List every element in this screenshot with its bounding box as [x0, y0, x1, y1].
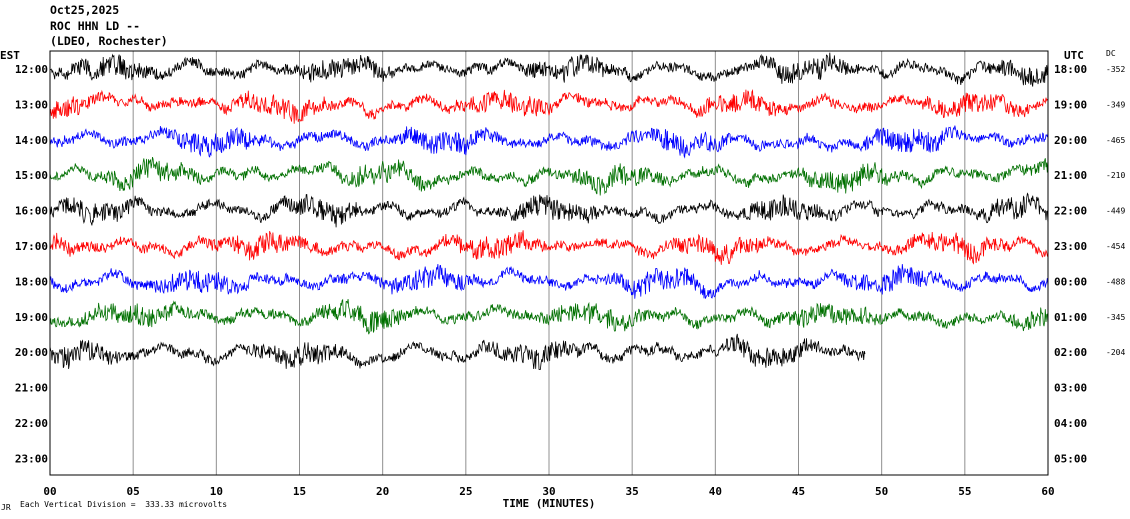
- seismogram-trace: [49, 125, 1049, 159]
- dc-offset-label: -488: [1106, 277, 1125, 286]
- utc-hour-label: 03:00: [1054, 382, 1087, 395]
- x-tick-label: 15: [293, 485, 306, 498]
- seismogram-trace: [49, 263, 1049, 299]
- x-axis-title: TIME (MINUTES): [503, 497, 596, 510]
- utc-hour-label: 01:00: [1054, 311, 1087, 324]
- seismogram-trace: [49, 230, 1049, 265]
- utc-hour-label: 20:00: [1054, 134, 1087, 147]
- logo: JR: [1, 503, 11, 512]
- x-tick-label: 00: [43, 485, 56, 498]
- dc-offset-label: -352: [1106, 65, 1125, 74]
- dc-offset-label: -345: [1106, 313, 1125, 322]
- est-hour-label: 15:00: [15, 169, 48, 182]
- x-tick-label: 50: [875, 485, 888, 498]
- dc-offset-label: -449: [1106, 207, 1125, 216]
- est-hour-label: 16:00: [15, 205, 48, 218]
- utc-hour-label: 21:00: [1054, 169, 1087, 182]
- est-hour-label: 22:00: [15, 417, 48, 430]
- seismogram-trace: [49, 89, 1049, 124]
- dc-offset-label: -204: [1106, 348, 1125, 357]
- est-hour-label: 12:00: [15, 63, 48, 76]
- plot-frame: [49, 50, 1049, 476]
- est-hour-label: 19:00: [15, 311, 48, 324]
- date-label: Oct25,2025: [50, 3, 120, 17]
- utc-axis-label: UTC: [1064, 49, 1084, 62]
- x-tick-label: 10: [210, 485, 223, 498]
- scale-note: Each Vertical Division = 333.33 microvol…: [20, 500, 228, 509]
- network-label: (LDEO, Rochester): [50, 34, 168, 48]
- utc-hour-label: 02:00: [1054, 346, 1087, 359]
- est-hour-label: 14:00: [15, 134, 48, 147]
- dc-offset-label: -349: [1106, 100, 1125, 109]
- est-hour-label: 13:00: [15, 98, 48, 111]
- x-tick-label: 25: [459, 485, 472, 498]
- est-hour-label: 18:00: [15, 275, 48, 288]
- seismogram-trace: [49, 333, 866, 371]
- utc-hour-label: 05:00: [1054, 452, 1087, 465]
- est-hour-label: 23:00: [15, 452, 48, 465]
- x-tick-label: 20: [376, 485, 389, 498]
- x-tick-label: 40: [709, 485, 722, 498]
- seismogram-traces: [49, 52, 1049, 371]
- axis-labels: 00 05 10 15 20 25 30 35 40 45 50 55 60 12:00 18:00 -352…: [15, 63, 1126, 498]
- x-tick-label: 45: [792, 485, 805, 498]
- utc-hour-label: 19:00: [1054, 98, 1087, 111]
- est-hour-label: 21:00: [15, 382, 48, 395]
- seismogram-trace: [49, 156, 1049, 196]
- x-tick-label: 55: [958, 485, 971, 498]
- dc-column-label: DC: [1106, 49, 1116, 58]
- x-tick-label: 30: [542, 485, 555, 498]
- dc-offset-label: -454: [1106, 242, 1125, 251]
- x-tick-label: 60: [1041, 485, 1054, 498]
- station-label: ROC HHN LD --: [50, 19, 141, 33]
- utc-hour-label: 22:00: [1054, 205, 1087, 218]
- dc-offset-label: -465: [1106, 136, 1125, 145]
- dc-offset-label: -210: [1106, 171, 1125, 180]
- seismogram-trace: [49, 192, 1049, 228]
- est-axis-label: EST: [0, 49, 20, 62]
- utc-hour-label: 18:00: [1054, 63, 1087, 76]
- time-gridlines: [132, 51, 966, 475]
- seismogram-trace: [49, 52, 1049, 87]
- est-hour-label: 17:00: [15, 240, 48, 253]
- x-tick-label: 35: [626, 485, 639, 498]
- utc-hour-label: 04:00: [1054, 417, 1087, 430]
- est-hour-label: 20:00: [15, 346, 48, 359]
- utc-hour-label: 00:00: [1054, 275, 1087, 288]
- x-tick-label: 05: [127, 485, 140, 498]
- utc-hour-label: 23:00: [1054, 240, 1087, 253]
- seismogram-trace: [49, 298, 1049, 335]
